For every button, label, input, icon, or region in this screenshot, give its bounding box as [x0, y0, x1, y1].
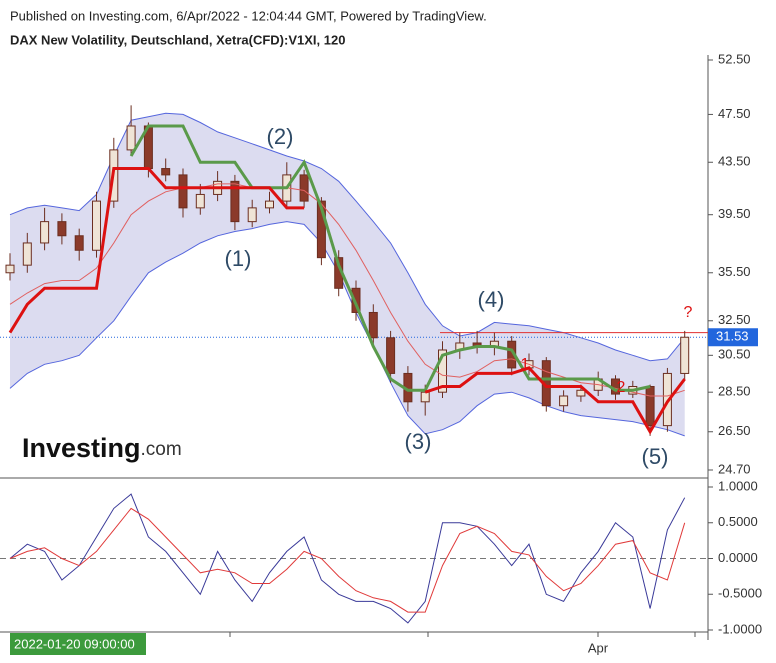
x-label: Apr [588, 640, 609, 655]
wave-label: (5) [642, 444, 669, 469]
candle-body [316, 200, 326, 259]
y-tick-label: 26.50 [718, 423, 751, 438]
y-tick-label: 30.50 [718, 347, 751, 362]
price-panel [0, 105, 708, 437]
y-tick-label: 32.50 [718, 312, 751, 327]
wave-label: (1) [225, 246, 252, 271]
candle-body [5, 264, 15, 274]
candle-body [195, 193, 205, 209]
overlay-line [129, 124, 651, 392]
candle-body [351, 287, 361, 313]
logo-word: Investing [22, 433, 141, 463]
band-line [9, 112, 686, 362]
y-tick-label: 47.50 [718, 106, 751, 121]
candle-body [420, 391, 430, 403]
y-tick-label: 1.0000 [718, 478, 758, 493]
y-tick-label: 35.50 [718, 264, 751, 279]
candle-body [438, 349, 447, 393]
y-tick-label: -1.0000 [718, 621, 762, 636]
candle-body [40, 221, 50, 244]
y-tick-label: 24.70 [718, 461, 751, 476]
candle-body [178, 174, 188, 209]
candle-body [126, 125, 136, 151]
wave-label: (3) [405, 429, 432, 454]
candle-body [368, 311, 378, 339]
band-line [9, 221, 685, 437]
candle-body [247, 207, 257, 223]
y-tick-label: 28.50 [718, 384, 751, 399]
price-badge [708, 328, 758, 347]
candle-body [680, 336, 690, 374]
oscillator-line [9, 507, 686, 613]
candle-body [161, 168, 171, 176]
y-tick-label: 0.0000 [718, 550, 758, 565]
candle-body [299, 174, 309, 202]
y-tick-label: 0.5000 [718, 514, 758, 529]
y-tick-label: 43.50 [718, 154, 751, 169]
y-tick-label: 39.50 [718, 206, 751, 221]
candle-body [645, 385, 655, 427]
candle-body [74, 235, 84, 251]
y-tick-label: -0.5000 [718, 586, 762, 601]
wave-label: 2 [617, 379, 626, 396]
candle-body [230, 180, 240, 223]
logo: Investing.com [22, 433, 182, 463]
candle-body [559, 395, 569, 407]
x-label: 2022-01-20 09:00:00 [14, 636, 135, 651]
candle-body [386, 337, 396, 374]
chart-title: DAX New Volatility, Deutschland, Xetra(C… [10, 32, 345, 47]
wave-label: 1 [521, 356, 530, 373]
candle-body [265, 200, 274, 209]
candle-body [22, 242, 32, 266]
logo-suffix: .com [141, 439, 182, 460]
oscillator-panel [0, 493, 708, 624]
y-tick-label: 52.50 [718, 51, 751, 66]
date-badge [10, 633, 146, 655]
wave-label: (4) [478, 287, 505, 312]
wave-label: (2) [267, 124, 294, 149]
wave-label: ? [684, 304, 693, 321]
overlay-line [8, 167, 686, 435]
candle-body [57, 221, 67, 237]
published-note: Published on Investing.com, 6/Apr/2022 -… [10, 8, 487, 23]
candle-body [576, 389, 586, 397]
candle-body [92, 200, 101, 251]
price-badge-label: 31.53 [716, 329, 749, 344]
